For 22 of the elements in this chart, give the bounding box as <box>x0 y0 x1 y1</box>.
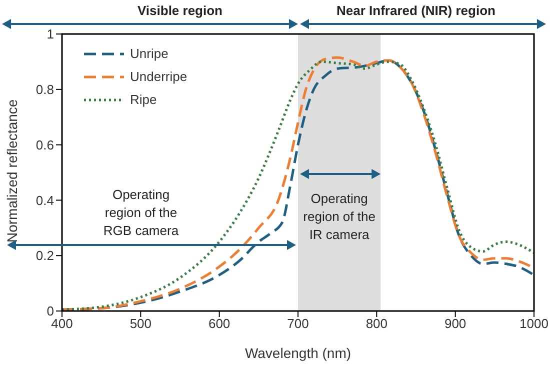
x-axis-title: Wavelength (nm) <box>244 345 352 361</box>
x-tick-label: 1000 <box>520 316 548 332</box>
legend-label: Underripe <box>130 69 188 84</box>
annotation: Operating region of the RGB camera <box>102 186 180 240</box>
y-tick-label: 0 <box>46 304 54 319</box>
legend-label: Unripe <box>130 46 168 61</box>
annotation: Operating region of the IR camera <box>302 190 376 244</box>
y-tick-label: 0.2 <box>36 248 54 264</box>
y-tick-label: 0.6 <box>36 137 54 152</box>
x-tick-label: 400 <box>51 316 73 332</box>
y-tick-label: 1 <box>46 26 54 42</box>
legend-label: Ripe <box>130 92 157 107</box>
x-tick-label: 600 <box>208 316 230 332</box>
y-tick-label: 0.4 <box>36 192 54 208</box>
x-tick-label: 700 <box>287 316 309 332</box>
y-axis-title: Normalized reflectance <box>4 99 20 242</box>
x-tick-label: 500 <box>130 316 152 332</box>
x-tick-label: 800 <box>366 316 388 332</box>
text: Near Infrared (NIR) region <box>336 2 496 20</box>
y-tick-label: 0.8 <box>36 82 54 98</box>
x-tick-label: 900 <box>444 316 466 332</box>
text: Visible region <box>136 2 224 20</box>
